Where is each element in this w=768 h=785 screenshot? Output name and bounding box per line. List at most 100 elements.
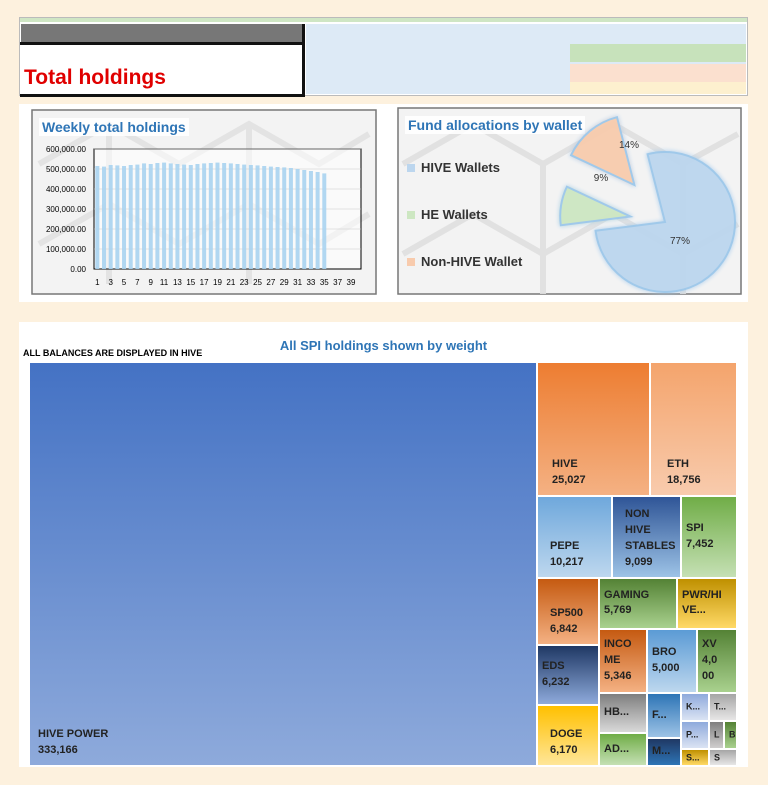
treemap-cell: NON HIVE STABLES 9,099 — [612, 496, 681, 578]
treemap-cell: INCO ME 5,346 — [599, 629, 647, 693]
bar — [262, 166, 267, 269]
weekly-chart-card: Weekly total holdings 0.00 100,000.00 200,… — [19, 104, 383, 302]
pie-data-label: 77% — [670, 236, 690, 247]
bar — [155, 163, 160, 269]
y-tick-label: 600,000.00 — [46, 145, 87, 154]
treemap-cell-label: M... — [652, 745, 671, 758]
header-peach-block — [570, 64, 746, 82]
x-tick-label: 11 — [160, 278, 169, 287]
y-tick-label: 200,000.00 — [46, 225, 87, 234]
allocation-chart-card: Fund allocations by wallet 77% 9% 14% HIVE … — [383, 104, 748, 302]
bar — [315, 172, 320, 269]
treemap-cell-label: XV 4,0 00 — [702, 638, 718, 682]
bar — [168, 163, 173, 269]
bar — [202, 163, 207, 269]
x-tick-label: 25 — [253, 278, 262, 287]
x-tick-label: 39 — [347, 278, 356, 287]
x-tick-label: 35 — [320, 278, 329, 287]
treemap-cell-label: EDS 6,232 — [542, 660, 570, 688]
treemap-cell-label: DOGE 6,170 — [550, 728, 583, 757]
allocation-chart-title: Fund allocations by wallet — [405, 116, 586, 134]
x-tick-label: 17 — [200, 278, 209, 287]
header-panel: Total holdings — [19, 17, 748, 97]
bar — [148, 164, 153, 269]
treemap-cell-label: HB... — [604, 706, 630, 719]
treemap-cell: DOGE 6,170 — [537, 705, 599, 766]
x-tick-label: 5 — [122, 278, 127, 287]
header-divider-bottom — [20, 94, 305, 97]
weekly-bar-chart: 0.00 100,000.00 200,000.00 300,000.00 400,00… — [46, 145, 362, 287]
bar — [122, 166, 127, 269]
y-tick-label: 0.00 — [70, 265, 86, 274]
treemap-cell-label: T... — [714, 701, 727, 712]
bar — [322, 173, 327, 269]
treemap-cell: HIVE POWER 333,166 — [29, 362, 537, 766]
treemap-cell: HB... — [599, 693, 647, 733]
bar — [242, 164, 247, 269]
bar — [175, 164, 180, 269]
treemap-cell-label: NON HIVE STABLES 9,099 — [625, 508, 676, 569]
pie-data-label: 9% — [594, 173, 609, 184]
treemap-cell-label: SP500 6,842 — [550, 607, 584, 636]
bar — [268, 166, 273, 269]
header-accent-line — [20, 18, 747, 22]
allocation-pie-chart: 77% 9% 14% HIVE Wallets HE Wallets Non-HIVE W… — [407, 115, 736, 293]
x-tick-label: 7 — [135, 278, 140, 287]
y-tick-label: 300,000.00 — [46, 205, 87, 214]
treemap-cell: T... — [709, 693, 737, 721]
treemap-cell: PWR/HI VE... — [677, 578, 737, 629]
bar — [295, 169, 300, 269]
x-tick-label: 13 — [173, 278, 182, 287]
x-tick-label: 31 — [293, 278, 302, 287]
treemap-cell-label: B — [729, 729, 736, 740]
bar — [222, 163, 227, 269]
y-tick-label: 400,000.00 — [46, 185, 87, 194]
bar — [162, 162, 167, 269]
treemap-cell: P... — [681, 721, 709, 749]
bar — [135, 164, 140, 269]
treemap-cell: SP500 6,842 — [537, 578, 599, 645]
pie-data-label: 14% — [619, 140, 639, 151]
bar — [235, 164, 240, 269]
bar — [102, 166, 107, 269]
bar — [115, 165, 120, 269]
treemap-title: All SPI holdings shown by weight — [279, 338, 488, 353]
bar — [215, 162, 220, 269]
treemap-cell: HIVE 25,027 — [537, 362, 650, 496]
treemap-cell-label: PWR/HI VE... — [682, 588, 722, 617]
x-tick-label: 27 — [266, 278, 275, 287]
treemap-cell-label: AD... — [604, 742, 630, 755]
bar — [255, 165, 260, 269]
treemap-cell: SPI 7,452 — [681, 496, 737, 578]
treemap-cell: BRO 5,000 — [647, 629, 697, 693]
bar — [95, 166, 100, 269]
treemap-cell-label: S — [714, 751, 721, 762]
bar — [228, 163, 233, 269]
bar — [288, 168, 293, 269]
bar — [128, 165, 133, 269]
x-tick-label: 3 — [108, 278, 113, 287]
x-tick-label: 37 — [333, 278, 342, 287]
x-tick-label: 29 — [280, 278, 289, 287]
bar — [308, 171, 313, 269]
header-grey-bar — [21, 24, 305, 42]
treemap-cell-label: L — [714, 729, 720, 740]
treemap-cell: S... — [681, 749, 709, 766]
treemap-cell: ETH 18,756 — [650, 362, 737, 496]
treemap-cell-label: K... — [686, 701, 701, 712]
y-tick-label: 500,000.00 — [46, 165, 87, 174]
treemap-cell: GAMING 5,769 — [599, 578, 677, 629]
treemap-cell-label: SPI 7,452 — [686, 522, 714, 550]
treemap-panel: All SPI holdings shown by weight ALL BAL… — [19, 322, 748, 767]
bar — [108, 165, 113, 269]
treemap-subtitle: ALL BALANCES ARE DISPLAYED IN HIVE — [23, 348, 203, 358]
bar — [142, 163, 147, 269]
treemap-cell: XV 4,0 00 — [697, 629, 737, 693]
treemap-cell-label: HIVE POWER 333,166 — [38, 728, 109, 757]
treemap-cell-label: ETH 18,756 — [667, 458, 701, 487]
header-yellow-block — [570, 82, 746, 94]
y-tick-label: 100,000.00 — [46, 245, 87, 254]
treemap-cell: K... — [681, 693, 709, 721]
treemap-cell-label: F... — [652, 708, 667, 721]
pie-slice — [594, 151, 736, 293]
